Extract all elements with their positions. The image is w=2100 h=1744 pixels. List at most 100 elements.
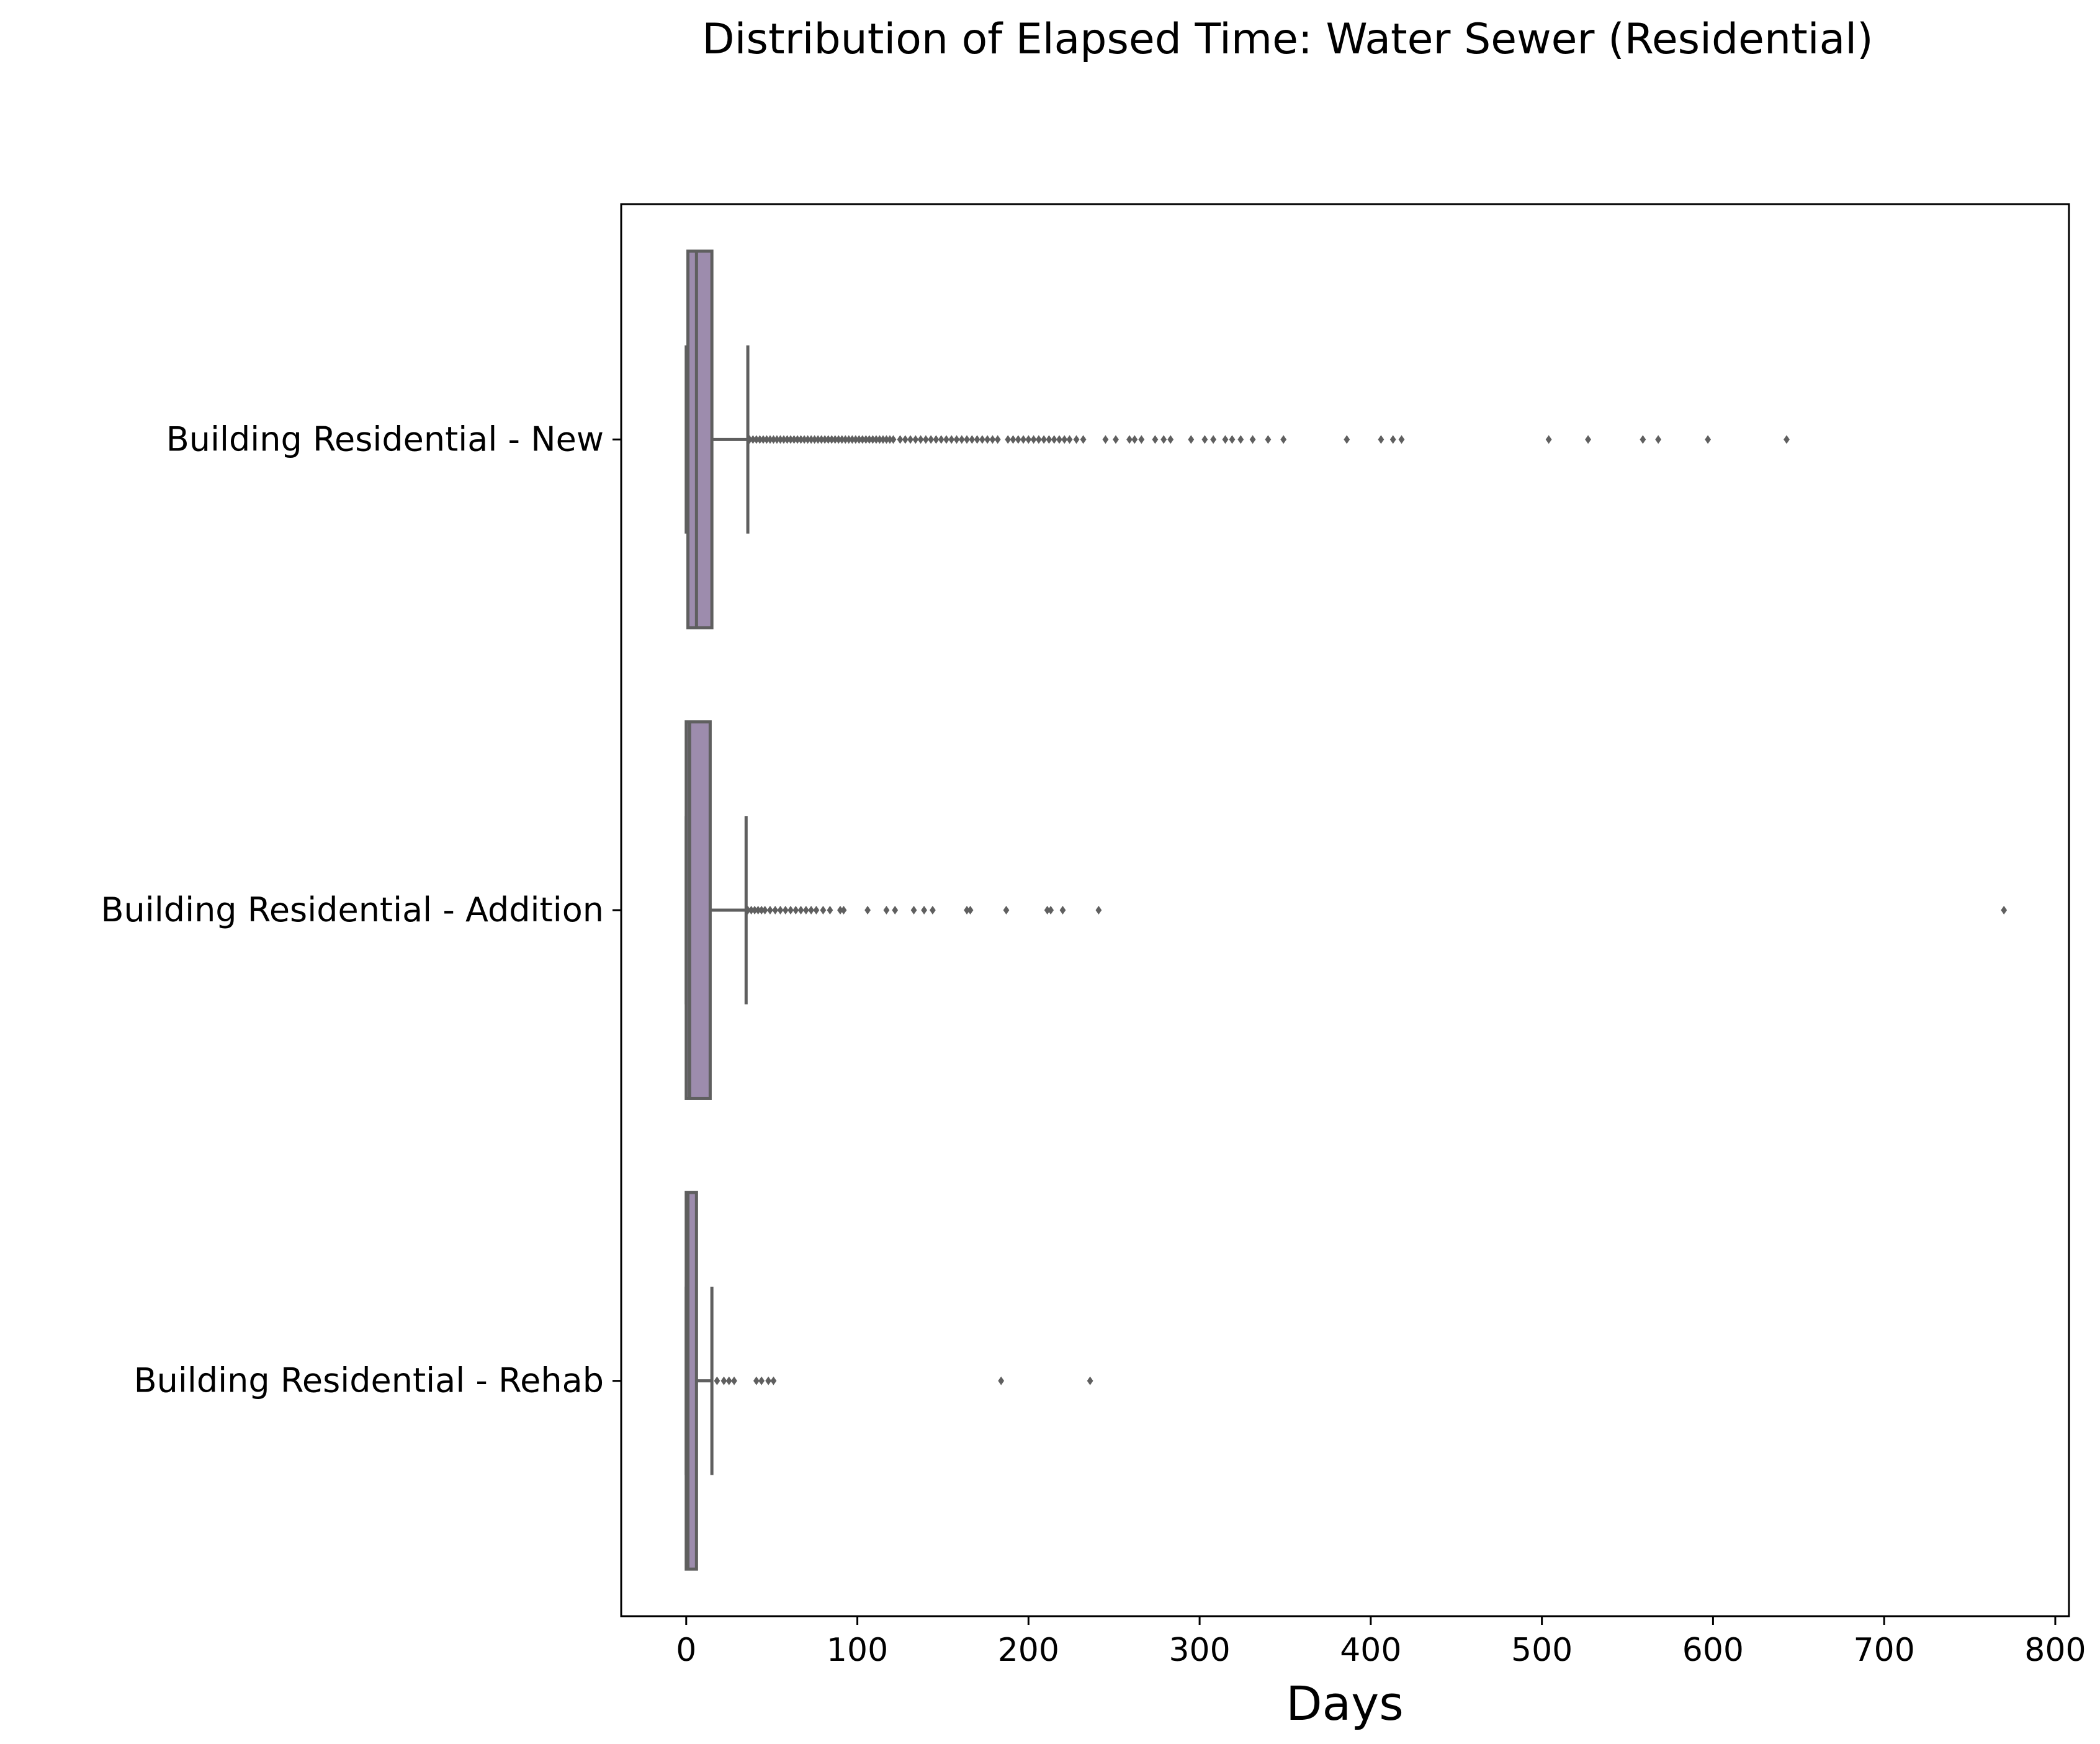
outlier-point <box>1061 435 1068 444</box>
outlier-point <box>1280 435 1287 444</box>
outlier-point <box>1167 435 1174 444</box>
outlier-point <box>791 435 797 444</box>
outlier-point <box>818 435 825 444</box>
outlier-point <box>1044 906 1051 914</box>
outlier-point <box>876 435 883 444</box>
x-tick-label: 100 <box>827 1632 888 1669</box>
x-axis-label: Days <box>1286 1676 1404 1731</box>
outlier-point <box>765 1376 772 1385</box>
x-tick-label: 600 <box>1682 1632 1744 1669</box>
outlier-point <box>808 906 815 914</box>
outlier-point <box>745 906 751 914</box>
outlier-point <box>873 435 879 444</box>
outlier-point <box>828 435 835 444</box>
outlier-point <box>866 435 873 444</box>
outlier-point <box>758 1376 765 1385</box>
outlier-point <box>1398 435 1405 444</box>
x-tick-label: 500 <box>1511 1632 1573 1669</box>
outlier-point <box>1160 435 1167 444</box>
outlier-point <box>869 435 876 444</box>
outlier-point <box>1051 435 1057 444</box>
outlier-point <box>797 906 804 914</box>
outlier-point <box>792 906 799 914</box>
outlier-point <box>892 906 899 914</box>
y-tick-label: Building Residential - New <box>166 419 604 458</box>
outlier-point <box>820 906 827 914</box>
outlier-point <box>948 435 955 444</box>
outlier-point <box>912 435 919 444</box>
box-iqr <box>686 249 714 630</box>
outlier-point <box>979 435 985 444</box>
outlier-point <box>943 435 949 444</box>
outlier-point <box>1046 435 1052 444</box>
outlier-point <box>852 435 859 444</box>
outlier-point <box>835 435 842 444</box>
outlier-point <box>1010 435 1016 444</box>
plot-area <box>684 249 2008 1571</box>
outlier-point <box>811 435 818 444</box>
outlier-point <box>787 906 794 914</box>
outlier-point <box>767 906 773 914</box>
outlier-point <box>750 435 756 444</box>
outlier-point <box>880 435 886 444</box>
outlier-point <box>767 435 773 444</box>
outlier-point <box>964 906 970 914</box>
outlier-point <box>1585 435 1591 444</box>
outlier-point <box>784 435 791 444</box>
outlier-point <box>794 435 801 444</box>
outlier-point <box>720 1376 727 1385</box>
outlier-point <box>797 435 804 444</box>
outlier-point <box>938 435 945 444</box>
outlier-point <box>808 435 815 444</box>
outlier-point <box>755 906 761 914</box>
x-tick-label: 700 <box>1854 1632 1915 1669</box>
outlier-point <box>1210 435 1217 444</box>
outlier-point <box>842 435 849 444</box>
outlier-point <box>1640 435 1646 444</box>
outlier-point <box>1378 435 1384 444</box>
outlier-point <box>1229 435 1236 444</box>
outlier-point <box>756 435 763 444</box>
outlier-point <box>967 906 974 914</box>
outlier-point <box>782 906 789 914</box>
x-tick-label: 800 <box>2024 1632 2086 1669</box>
outlier-point <box>815 435 822 444</box>
outlier-point <box>910 906 917 914</box>
outlier-point <box>1066 435 1073 444</box>
outlier-point <box>760 435 766 444</box>
outlier-point <box>1073 435 1080 444</box>
outlier-point <box>1545 435 1552 444</box>
outlier-point <box>1249 435 1256 444</box>
outlier-point <box>1020 435 1026 444</box>
outlier-point <box>770 1376 777 1385</box>
outlier-point <box>825 435 832 444</box>
outlier-point <box>761 906 768 914</box>
outlier-point <box>1705 435 1712 444</box>
outlier-point <box>1059 906 1066 914</box>
outlier-point <box>1784 435 1790 444</box>
outlier-point <box>838 435 845 444</box>
chart-title: Distribution of Elapsed Time: Water Sewe… <box>702 15 1873 64</box>
outlier-point <box>774 435 780 444</box>
outlier-point <box>777 906 784 914</box>
y-axis: Building Residential - New Building Resid… <box>101 419 621 1400</box>
outlier-point <box>1025 435 1032 444</box>
outlier-point <box>887 435 893 444</box>
outlier-point <box>974 435 980 444</box>
outlier-point <box>897 435 904 444</box>
outlier-point <box>859 435 866 444</box>
outlier-point <box>969 435 976 444</box>
outlier-point <box>1095 906 1102 914</box>
outlier-point <box>998 1376 1005 1385</box>
outlier-point <box>953 435 960 444</box>
box-group <box>684 1191 1093 1571</box>
box-group <box>684 720 2008 1100</box>
outlier-point <box>994 435 1001 444</box>
outlier-point <box>837 906 843 914</box>
x-tick-label: 0 <box>676 1632 696 1669</box>
outlier-point <box>1126 435 1133 444</box>
outlier-point <box>753 435 760 444</box>
outlier-point <box>787 435 794 444</box>
outlier-point <box>1237 435 1244 444</box>
outlier-point <box>1188 435 1195 444</box>
